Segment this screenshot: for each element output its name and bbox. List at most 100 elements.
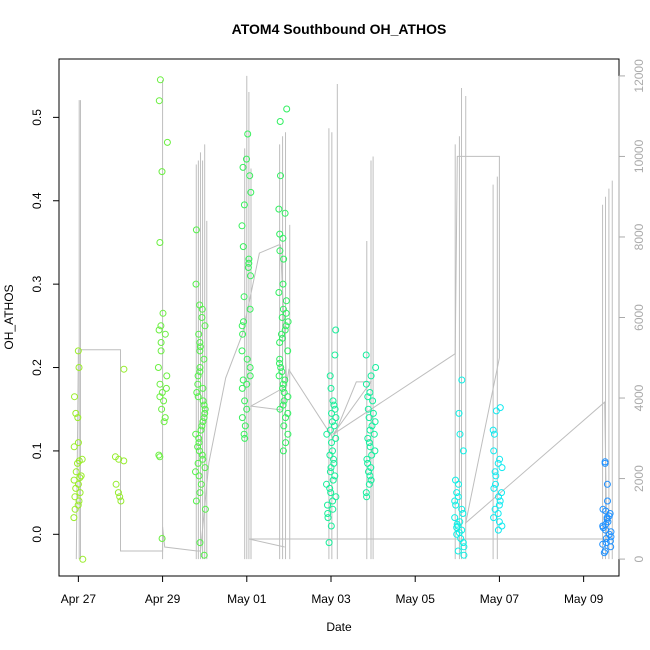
data-point xyxy=(600,549,608,557)
data-point xyxy=(277,172,284,180)
y-tick-label-left: 0.1 xyxy=(30,442,44,459)
data-point xyxy=(199,384,207,392)
data-point xyxy=(195,472,203,480)
data-point xyxy=(452,501,460,509)
x-tick-label: May 07 xyxy=(480,592,520,606)
data-point xyxy=(284,347,292,355)
data-point xyxy=(200,414,208,422)
data-point xyxy=(196,364,204,371)
data-point xyxy=(367,464,375,472)
data-point xyxy=(276,405,284,413)
data-point xyxy=(607,533,615,541)
data-point xyxy=(116,493,124,501)
data-point xyxy=(331,472,339,480)
data-point xyxy=(601,459,609,467)
data-point xyxy=(155,97,163,105)
data-point xyxy=(201,405,209,413)
data-point xyxy=(330,401,338,409)
data-point xyxy=(372,364,380,371)
data-point xyxy=(241,422,249,430)
data-point xyxy=(194,380,202,388)
data-point xyxy=(192,280,200,288)
data-point xyxy=(329,476,337,484)
y-tick-label-right: 12000 xyxy=(632,59,646,93)
data-point xyxy=(197,426,205,434)
y-tick-label-right: 10000 xyxy=(632,139,646,173)
data-point xyxy=(74,439,82,447)
data-point xyxy=(160,418,168,426)
data-point xyxy=(490,430,498,438)
data-point xyxy=(282,414,289,422)
data-point xyxy=(238,347,246,355)
data-point xyxy=(282,297,290,305)
data-point xyxy=(163,138,171,146)
data-point xyxy=(201,409,209,417)
data-point xyxy=(281,209,289,217)
data-point xyxy=(238,322,246,330)
data-point xyxy=(275,372,283,380)
data-point xyxy=(460,551,468,559)
y-tick-label-left: 0.4 xyxy=(30,192,44,209)
data-point xyxy=(362,351,370,359)
x-tick-label: May 03 xyxy=(311,592,351,606)
data-point xyxy=(455,480,462,488)
data-point xyxy=(459,539,467,547)
data-point xyxy=(194,372,202,380)
data-point xyxy=(160,397,168,405)
data-point xyxy=(245,255,253,263)
data-point xyxy=(275,289,283,296)
data-point xyxy=(247,188,255,196)
data-point xyxy=(199,418,207,426)
data-point xyxy=(276,118,284,125)
data-point xyxy=(332,326,340,334)
data-point xyxy=(602,539,610,547)
data-point xyxy=(112,480,120,488)
data-point xyxy=(494,510,502,517)
data-point xyxy=(366,443,374,451)
data-point xyxy=(195,439,203,447)
data-point xyxy=(364,405,372,413)
data-point xyxy=(282,322,290,330)
data-point xyxy=(458,505,466,513)
data-point xyxy=(157,339,165,346)
data-point xyxy=(603,480,611,488)
data-point xyxy=(498,522,506,530)
data-point xyxy=(156,393,164,401)
x-axis-label: Date xyxy=(326,620,352,634)
data-point xyxy=(194,443,202,451)
data-point xyxy=(496,497,504,505)
data-point xyxy=(490,514,498,522)
data-point xyxy=(330,422,338,430)
data-point xyxy=(77,472,85,480)
data-point xyxy=(453,530,461,538)
data-point xyxy=(72,409,80,417)
data-point xyxy=(243,380,251,388)
data-point xyxy=(492,472,500,480)
data-point xyxy=(192,497,200,505)
data-point xyxy=(280,255,288,263)
data-point xyxy=(161,330,169,338)
data-point xyxy=(362,380,370,388)
data-point xyxy=(370,430,378,438)
data-point xyxy=(496,455,504,463)
data-point xyxy=(451,514,459,522)
data-point xyxy=(364,393,372,401)
data-point xyxy=(324,501,331,509)
data-point xyxy=(327,522,335,530)
data-point xyxy=(365,439,373,447)
data-point xyxy=(192,226,200,234)
data-point xyxy=(156,239,164,246)
data-point xyxy=(240,318,247,326)
data-point xyxy=(279,384,287,392)
data-point xyxy=(328,409,335,417)
x-tick-label: Apr 29 xyxy=(145,592,181,606)
data-point xyxy=(275,205,283,213)
data-point xyxy=(198,422,206,430)
data-point xyxy=(365,414,373,422)
data-point xyxy=(239,376,247,384)
y-tick-label-left: 0.3 xyxy=(30,275,44,292)
data-point xyxy=(194,459,202,467)
data-point xyxy=(278,314,286,321)
data-point xyxy=(156,76,164,84)
data-point xyxy=(366,426,374,434)
